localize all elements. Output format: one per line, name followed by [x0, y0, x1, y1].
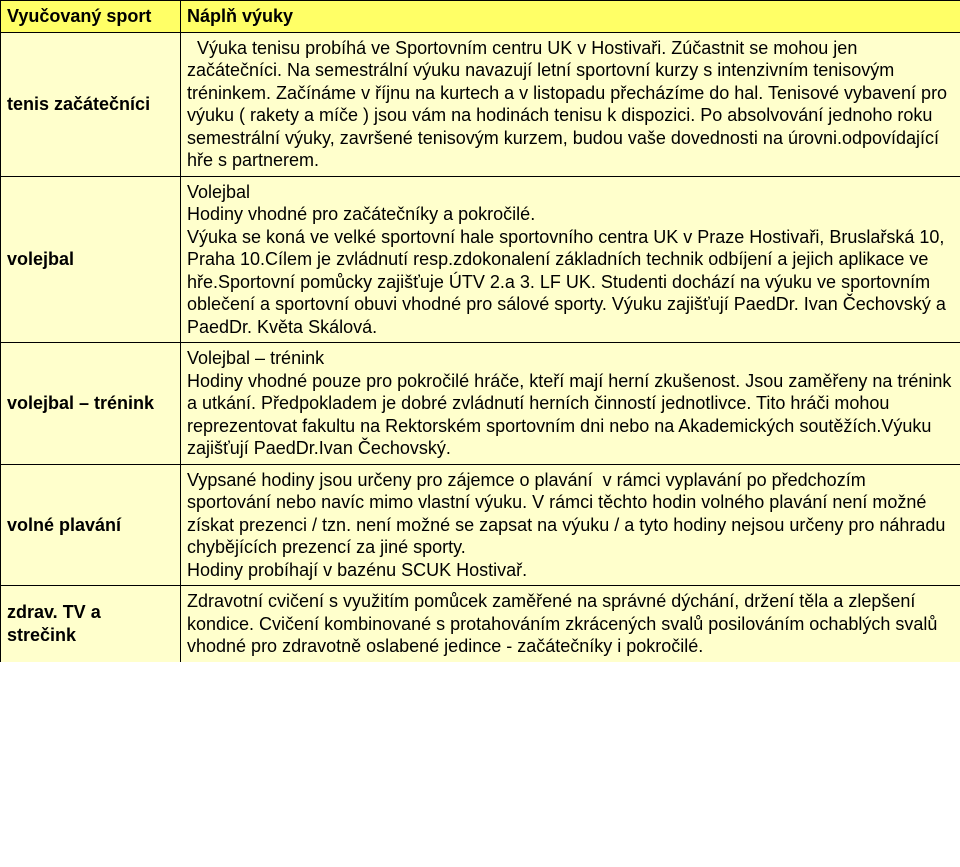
- header-desc: Náplň výuky: [181, 1, 960, 33]
- sport-name: volejbal: [1, 176, 181, 343]
- sport-desc: Vypsané hodiny jsou určeny pro zájemce o…: [181, 464, 960, 586]
- sport-desc: Volejbal – trénink Hodiny vhodné pouze p…: [181, 343, 960, 465]
- table-header-row: Vyučovaný sport Náplň výuky: [1, 1, 960, 33]
- table-row: volejbal Volejbal Hodiny vhodné pro začá…: [1, 176, 960, 343]
- sport-name: volejbal – trénink: [1, 343, 181, 465]
- sports-table: Vyučovaný sport Náplň výuky tenis začáte…: [0, 0, 960, 662]
- sport-name: tenis začátečníci: [1, 32, 181, 176]
- sport-name: volné plavání: [1, 464, 181, 586]
- table-row: tenis začátečníci Výuka tenisu probíhá v…: [1, 32, 960, 176]
- table-row: zdrav. TV a strečink Zdravotní cvičení s…: [1, 586, 960, 662]
- sport-desc: Volejbal Hodiny vhodné pro začátečníky a…: [181, 176, 960, 343]
- table-row: volejbal – trénink Volejbal – trénink Ho…: [1, 343, 960, 465]
- header-sport: Vyučovaný sport: [1, 1, 181, 33]
- table-row: volné plavání Vypsané hodiny jsou určeny…: [1, 464, 960, 586]
- sport-desc: Výuka tenisu probíhá ve Sportovním centr…: [181, 32, 960, 176]
- sport-name: zdrav. TV a strečink: [1, 586, 181, 662]
- sport-desc: Zdravotní cvičení s využitím pomůcek zam…: [181, 586, 960, 662]
- page: Vyučovaný sport Náplň výuky tenis začáte…: [0, 0, 960, 662]
